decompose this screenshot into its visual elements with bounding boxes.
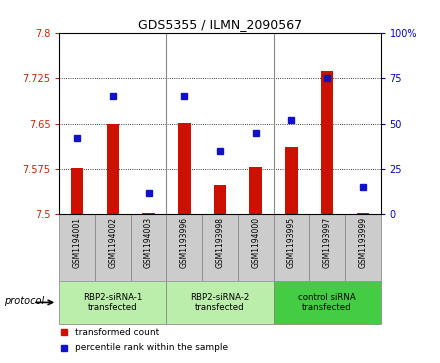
Bar [274, 215, 309, 281]
Bar [71, 168, 84, 215]
Bar [166, 281, 274, 324]
Bar [59, 281, 166, 324]
Bar [95, 215, 131, 281]
Bar [321, 71, 334, 215]
Text: RBP2-siRNA-1
transfected: RBP2-siRNA-1 transfected [83, 293, 143, 312]
Text: GSM1194001: GSM1194001 [73, 217, 82, 268]
Bar [285, 147, 297, 215]
Bar [131, 215, 166, 281]
Text: control siRNA
transfected: control siRNA transfected [298, 293, 356, 312]
Text: GSM1193999: GSM1193999 [358, 217, 367, 268]
Bar [59, 215, 95, 281]
Bar [345, 215, 381, 281]
Text: GSM1193998: GSM1193998 [216, 217, 224, 268]
Bar [214, 185, 226, 215]
Bar [238, 215, 274, 281]
Text: GSM1194000: GSM1194000 [251, 217, 260, 268]
Text: GSM1193996: GSM1193996 [180, 217, 189, 268]
Bar [178, 123, 191, 215]
Text: GSM1193997: GSM1193997 [323, 217, 332, 268]
Bar [166, 215, 202, 281]
Bar [143, 213, 155, 215]
Bar [356, 213, 369, 215]
Text: GSM1194003: GSM1194003 [144, 217, 153, 268]
Text: RBP2-siRNA-2
transfected: RBP2-siRNA-2 transfected [191, 293, 249, 312]
Bar [309, 215, 345, 281]
Text: transformed count: transformed count [76, 328, 160, 337]
Title: GDS5355 / ILMN_2090567: GDS5355 / ILMN_2090567 [138, 19, 302, 32]
Text: percentile rank within the sample: percentile rank within the sample [76, 343, 229, 352]
Text: GSM1194002: GSM1194002 [108, 217, 117, 268]
Text: protocol: protocol [4, 296, 44, 306]
Bar [249, 167, 262, 215]
Bar [274, 281, 381, 324]
Text: GSM1193995: GSM1193995 [287, 217, 296, 268]
Bar [106, 123, 119, 215]
Bar [202, 215, 238, 281]
